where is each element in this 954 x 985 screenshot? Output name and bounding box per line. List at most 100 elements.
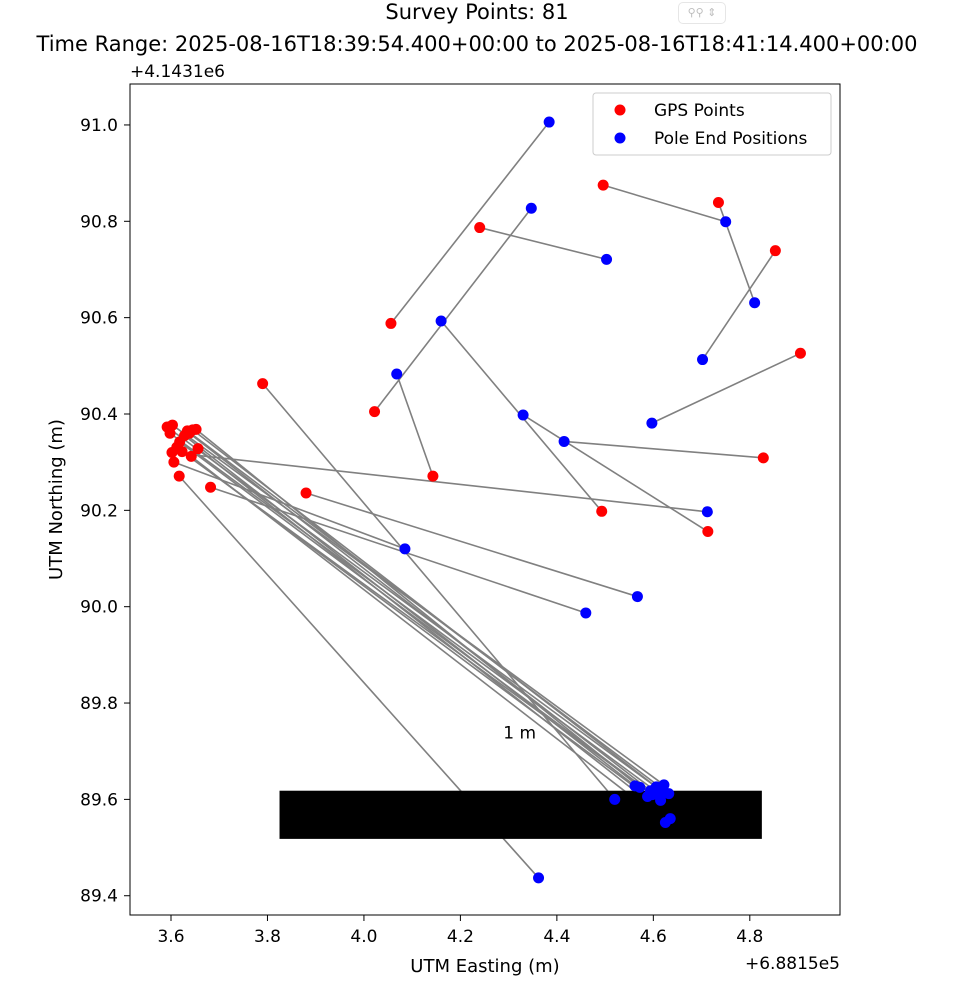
y-tick-label: 90.0 [80, 598, 118, 618]
gps-point [174, 436, 186, 448]
y-tick-label: 89.6 [80, 790, 118, 810]
gps-point [257, 378, 269, 390]
connector-line [305, 492, 638, 598]
pole-end-point [580, 607, 592, 619]
connector-line [171, 451, 708, 513]
gps-point [596, 505, 608, 517]
pole-end-point [644, 785, 656, 797]
pole-end-point [399, 543, 411, 555]
bicycle-icon: ⚲⚲ [687, 6, 704, 19]
chevron-updown-icon: ⇕ [707, 6, 717, 19]
x-tick-label: 3.8 [254, 927, 281, 947]
x-axis-offset: +6.8815e5 [745, 954, 840, 974]
connector-line [564, 440, 764, 459]
gps-point [173, 470, 185, 482]
legend-box [592, 92, 832, 156]
connector-line [186, 430, 670, 795]
pole-end-point [533, 872, 545, 884]
legend-marker [614, 104, 626, 116]
gps-point [205, 481, 217, 493]
chart-title: Survey Points: 81 [385, 0, 569, 24]
x-tick-label: 4.4 [543, 927, 570, 947]
pole-end-point [697, 354, 709, 366]
y-axis-label: UTM Northing (m) [46, 419, 67, 580]
y-tick-label: 90.8 [80, 212, 118, 232]
gps-point [769, 245, 781, 257]
y-axis-offset: +4.1431e6 [130, 62, 225, 82]
pole-end-point [558, 435, 570, 447]
legend-label: GPS Points [654, 101, 745, 121]
gps-point [300, 487, 312, 499]
y-tick-label: 90.2 [80, 501, 118, 521]
connector-line [395, 373, 434, 477]
x-tick-label: 4.6 [640, 927, 667, 947]
connector-line [651, 352, 801, 424]
connector-line [522, 414, 709, 533]
gps-point [794, 347, 806, 359]
gps-point [474, 222, 486, 234]
pole-end-point [646, 417, 658, 429]
pole-end-point [601, 253, 613, 265]
gps-point [597, 179, 609, 191]
connector-line [166, 426, 664, 793]
connector-line [390, 121, 550, 324]
toolbar-widget[interactable]: ⚲⚲ ⇕ [678, 2, 726, 24]
y-tick-label: 89.4 [80, 887, 118, 907]
y-tick-label: 91.0 [80, 116, 118, 136]
y-axis-ticks: 89.4 89.6 89.8 90.0 90.2 90.4 90.6 90.8 91.0 [80, 116, 130, 907]
pole-end-point [629, 780, 641, 792]
gps-point [712, 197, 724, 209]
gps-point [385, 317, 397, 329]
pole-end-point [609, 793, 621, 805]
gps-point [183, 427, 195, 439]
pole-end-points [391, 116, 761, 884]
x-axis-label: UTM Easting (m) [410, 956, 559, 977]
x-tick-label: 4.2 [447, 927, 474, 947]
gps-point [185, 450, 197, 462]
y-tick-label: 90.4 [80, 405, 118, 425]
gps-point [427, 470, 439, 482]
legend: GPS Points Pole End Positions [592, 92, 832, 156]
chart-subtitle: Time Range: 2025-08-16T18:39:54.400+00:0… [36, 32, 918, 56]
connector-line [373, 207, 532, 413]
connector-line [179, 441, 662, 801]
scale-bar [279, 790, 762, 839]
gps-point [192, 443, 204, 455]
pole-end-point [631, 591, 643, 603]
gps-point [168, 456, 180, 468]
connector-line [701, 250, 777, 360]
x-tick-label: 3.6 [157, 927, 184, 947]
pole-end-point [435, 315, 447, 327]
pole-end-point [701, 506, 713, 518]
pole-end-point [543, 116, 555, 128]
scale-bar-label: 1 m [503, 724, 536, 744]
y-tick-label: 90.6 [80, 309, 118, 329]
gps-points [161, 179, 806, 538]
gps-point [757, 452, 769, 464]
legend-label: Pole End Positions [654, 129, 808, 149]
gps-point [702, 526, 714, 538]
pole-end-point [655, 794, 667, 806]
connector-line [188, 432, 651, 792]
connector-line [197, 448, 671, 820]
gps-point [166, 419, 178, 431]
connector-line [479, 226, 607, 261]
connector-line [602, 184, 726, 223]
gps-point [369, 406, 381, 418]
pole-end-point [720, 216, 732, 228]
pole-end-point [391, 368, 403, 380]
pole-end-point [517, 409, 529, 421]
connector-line [176, 446, 649, 798]
pole-connector-lines [166, 121, 801, 879]
axes-frame [129, 83, 841, 916]
pole-end-point [749, 297, 761, 309]
pole-end-point [525, 202, 537, 214]
y-tick-label: 89.8 [80, 694, 118, 714]
legend-marker [614, 132, 626, 144]
x-axis-ticks: 3.6 3.8 4.0 4.2 4.4 4.6 4.8 [157, 915, 763, 947]
pole-end-point [663, 788, 675, 800]
connector-line [192, 429, 657, 788]
connector-line [184, 435, 636, 787]
x-tick-label: 4.0 [350, 927, 377, 947]
